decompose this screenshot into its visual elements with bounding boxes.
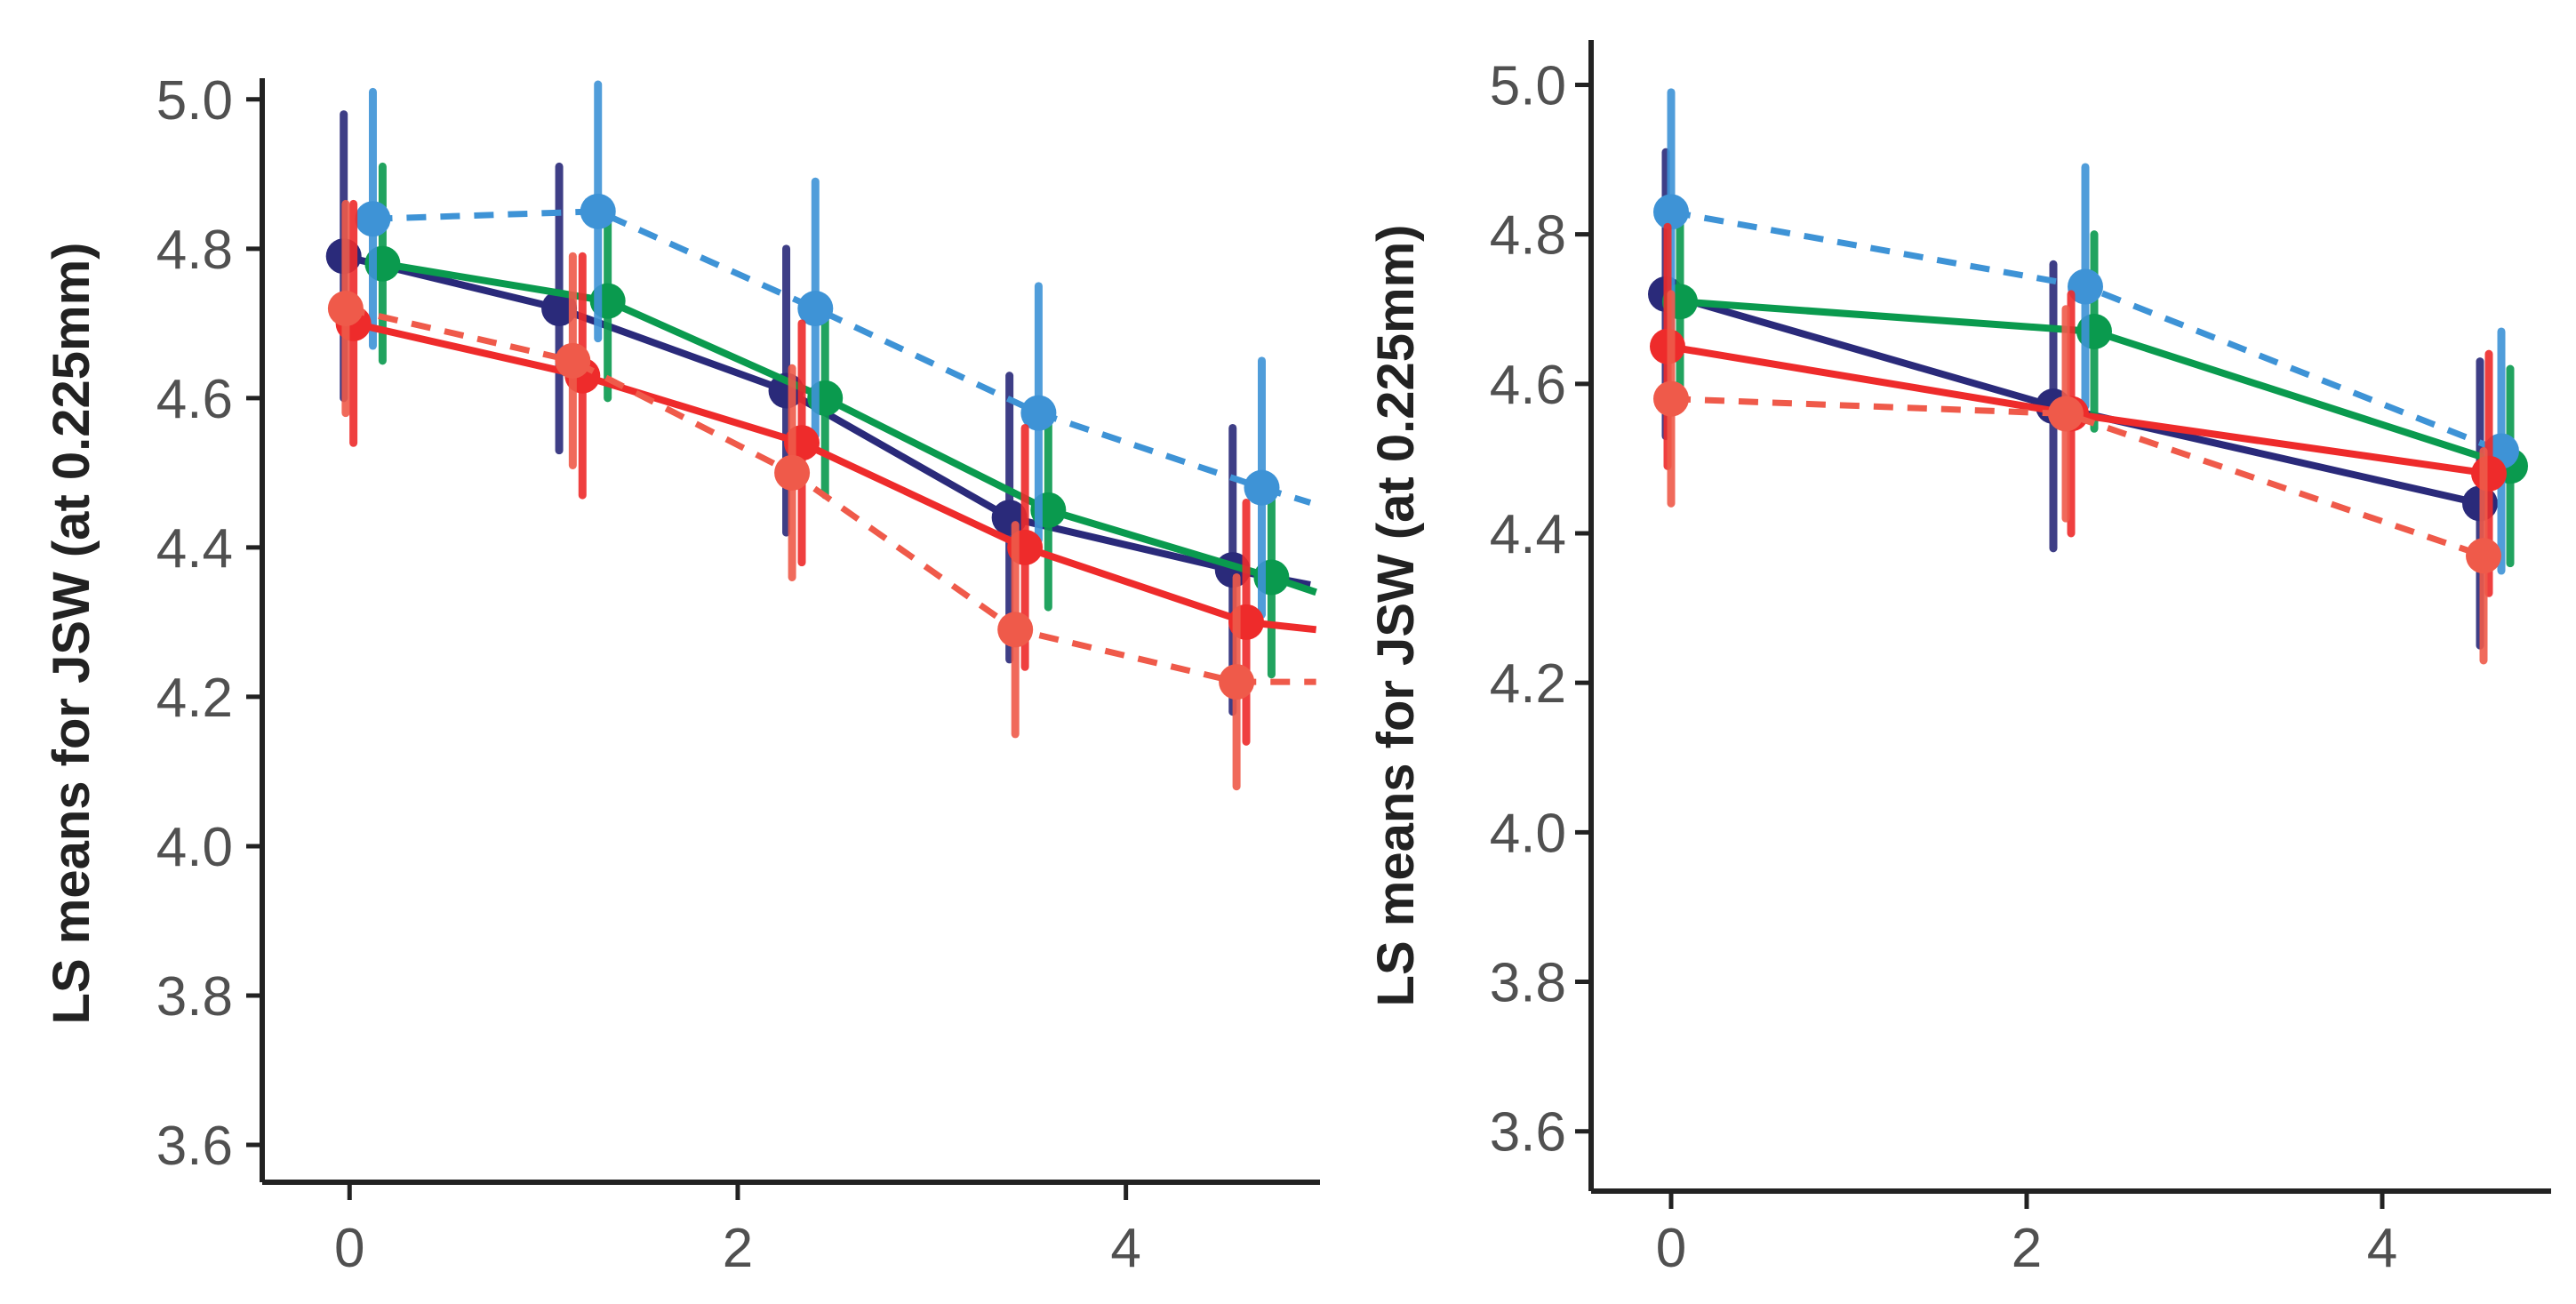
chart-panel-right: 3.6 3.8 4.0 4.2 4.4 4.6 4.8 5.0 0 2 4 LS means for …: [1367, 40, 2551, 1279]
left-red-dashed-point: [997, 612, 1034, 648]
right-y-tick-label: 5.0: [1490, 55, 1566, 116]
left-blue-dashed-point: [1244, 469, 1280, 506]
left-navy-point: [541, 291, 578, 327]
left-red-line: [352, 319, 1317, 634]
left-y-tick-label: 3.8: [156, 966, 233, 1028]
left-red-dashed-point: [774, 454, 811, 491]
right-red-dashed-point: [2048, 396, 2084, 432]
left-y-tick-label: 4.4: [156, 518, 233, 580]
right-y-tick-label: 3.6: [1490, 1102, 1566, 1164]
left-x-tick-label: 2: [723, 1218, 753, 1279]
right-y-tick-label: 4.2: [1490, 653, 1566, 715]
left-red-dashed-point: [1219, 664, 1255, 700]
right-red-dashed-point: [2466, 538, 2501, 574]
right-y-tick-label: 4.4: [1490, 504, 1566, 565]
right-x-tick-label: 2: [2012, 1218, 2042, 1279]
left-y-tick-label: 4.8: [156, 220, 233, 281]
left-red-dashed-line: [345, 305, 1316, 685]
right-x-tick-label: 4: [2367, 1218, 2397, 1279]
chart-panel-left: 3.6 3.8 4.0 4.2 4.4 4.6 4.8 5.0 0 2 4 LS means for …: [43, 70, 1320, 1279]
right-red-point: [2471, 455, 2507, 492]
right-y-tick-label: 4.6: [1490, 355, 1566, 416]
right-red-dashed-point: [1653, 380, 1689, 417]
left-x-tick-label: 4: [1110, 1218, 1140, 1279]
left-blue-dashed-point: [797, 291, 834, 327]
left-y-tick-label: 4.6: [156, 369, 233, 430]
left-series-red-dashed: [327, 199, 1316, 791]
left-red-dashed-point: [327, 291, 364, 327]
left-series-blue-dashed: [355, 80, 1312, 619]
right-blue-dashed-point: [2068, 268, 2103, 305]
right-red-dashed-line: [1670, 396, 2485, 559]
right-series-green: [1662, 200, 2528, 568]
left-y-tick-label: 4.0: [156, 817, 233, 878]
right-series-red-dashed: [1653, 290, 2501, 665]
right-blue-dashed-point: [1653, 194, 1689, 230]
left-blue-dashed-point: [580, 193, 616, 229]
left-y-axis-title: LS means for JSW (at 0.225mm): [43, 243, 100, 1025]
left-y-tick-label: 5.0: [156, 70, 233, 132]
left-blue-dashed-point: [355, 201, 391, 237]
right-y-axis-title: LS means for JSW (at 0.225mm): [1367, 225, 1425, 1007]
left-y-tick-label: 4.2: [156, 668, 233, 729]
left-series-red: [335, 199, 1317, 746]
right-y-tick-label: 3.8: [1490, 953, 1566, 1014]
right-x-tick-label: 0: [1656, 1218, 1686, 1279]
right-y-tick-label: 4.8: [1490, 205, 1566, 267]
left-red-dashed-point: [555, 342, 591, 379]
right-y-tick-label: 4.0: [1490, 803, 1566, 864]
left-x-tick-label: 0: [334, 1218, 364, 1279]
left-blue-dashed-point: [1020, 395, 1057, 431]
left-y-tick-label: 3.6: [156, 1116, 233, 1177]
